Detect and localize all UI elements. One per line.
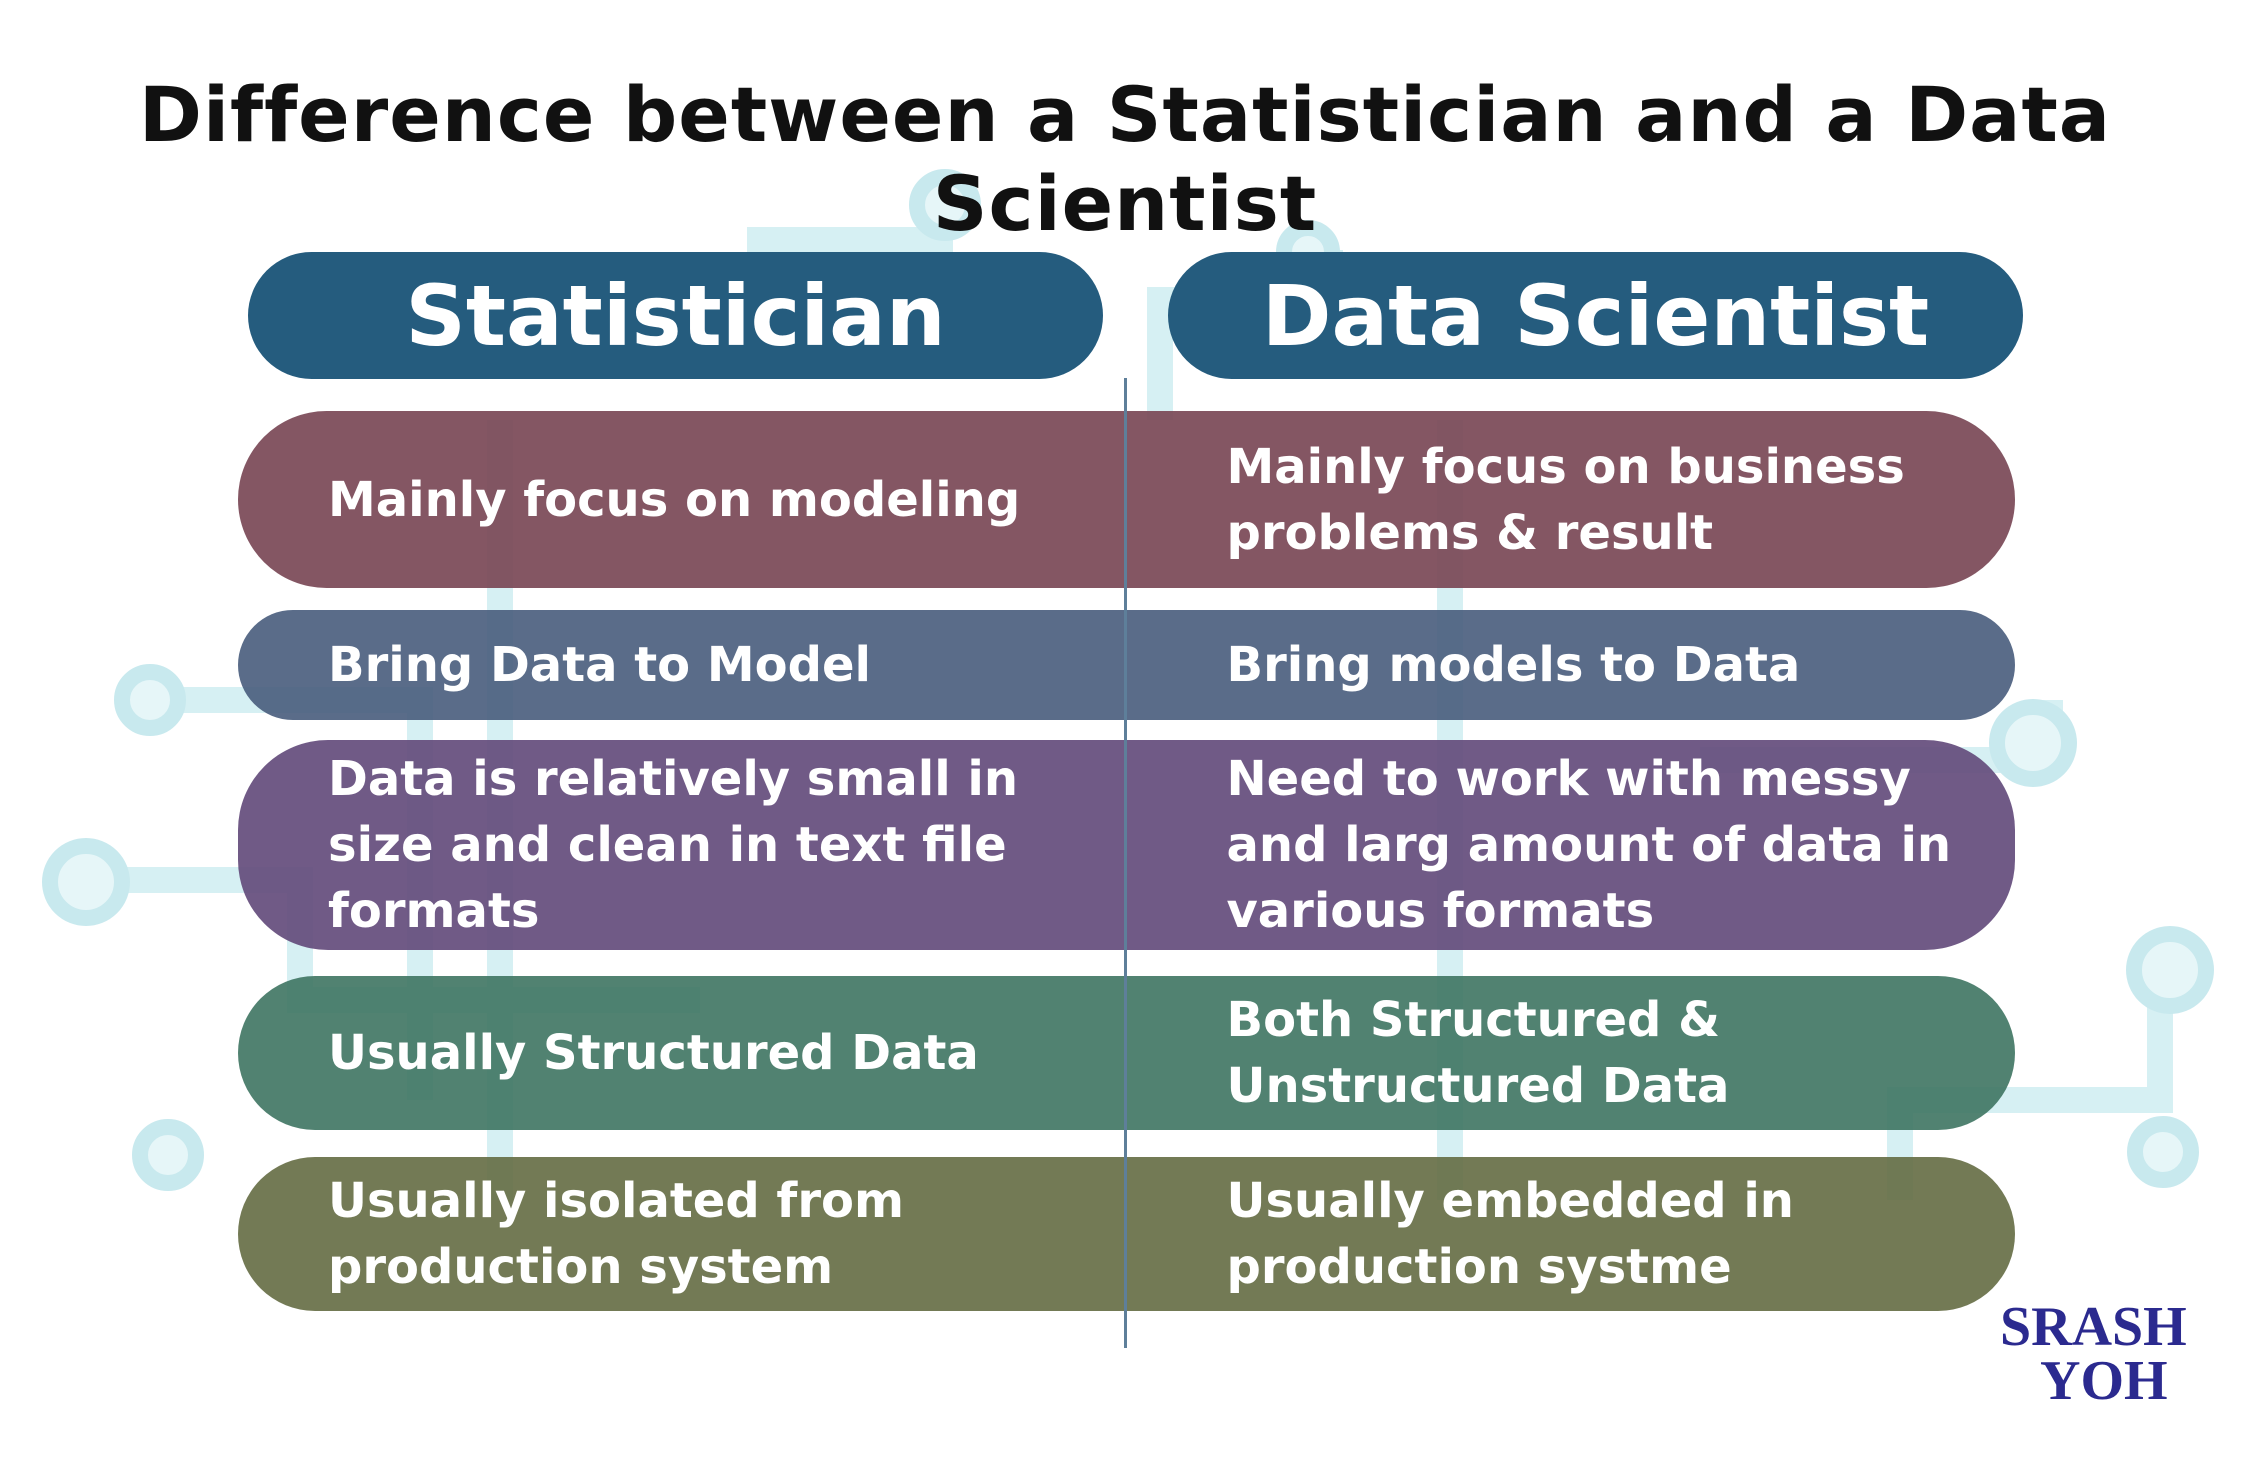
statistician-cell: Bring Data to Model: [328, 637, 871, 693]
column-divider: [1124, 378, 1127, 1348]
statistician-cell: Data is relatively small in size and cle…: [328, 751, 1018, 939]
data-scientist-cell: Both Structured & Unstructured Data: [1226, 992, 1730, 1114]
data-scientist-cell: Bring models to Data: [1226, 637, 1801, 693]
logo-bottom: YOH: [2040, 1350, 2168, 1412]
data-scientist-cell: Need to work with messy and larg amount …: [1226, 751, 1952, 939]
statistician-cell: Usually isolated from production system: [328, 1173, 904, 1295]
statistician-cell: Mainly focus on modeling: [328, 471, 1021, 528]
data-scientist-cell: Mainly focus on business problems & resu…: [1226, 438, 1905, 561]
column-header: Statistician: [248, 252, 1103, 379]
logo-top: SRASH: [2000, 1296, 2187, 1358]
statistician-cell: Usually Structured Data: [328, 1025, 979, 1081]
logo: SRASH YOH: [2000, 1296, 2187, 1412]
column-header: Data Scientist: [1168, 252, 2023, 379]
data-scientist-cell: Usually embedded in production systme: [1226, 1173, 1794, 1295]
page-title: Difference between a Statistician and a …: [138, 70, 2112, 248]
